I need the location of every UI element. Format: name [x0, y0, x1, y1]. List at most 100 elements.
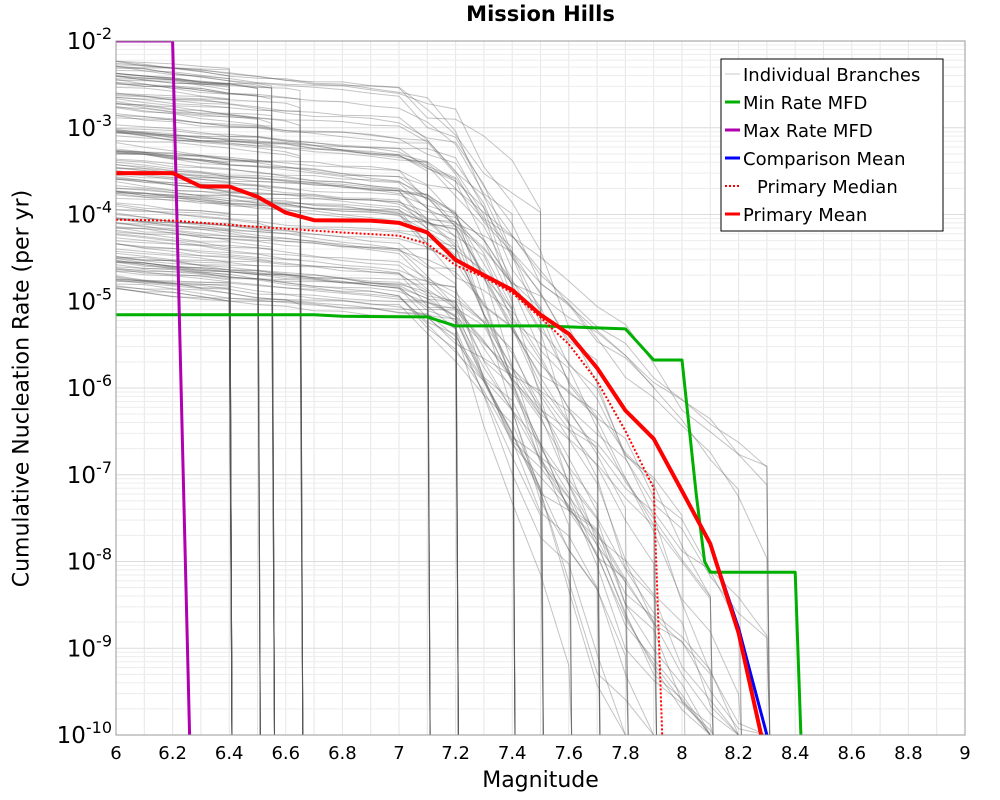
branch-line	[116, 130, 771, 735]
branch-line	[116, 135, 304, 735]
branch-line	[116, 95, 233, 735]
branch-line	[116, 94, 714, 735]
branch-line	[116, 150, 657, 735]
x-tick-label: 8	[676, 743, 687, 764]
x-tick-label: 6.8	[328, 743, 357, 764]
branch-line	[116, 129, 686, 735]
branch-line	[116, 275, 233, 735]
branch-line	[116, 132, 742, 735]
branch-line	[116, 187, 516, 735]
branch-line	[116, 131, 431, 735]
branch-line	[116, 130, 459, 735]
branch-line	[116, 153, 275, 735]
branch-line	[116, 75, 233, 735]
branch-line	[116, 190, 714, 735]
branch-line	[116, 202, 261, 735]
y-tick-label: 10-3	[67, 111, 112, 142]
branch-line	[116, 81, 304, 735]
branch-line	[116, 167, 233, 735]
branch-line	[116, 222, 516, 735]
branch-line	[116, 60, 233, 735]
x-tick-label: 7.8	[611, 743, 640, 764]
branch-line	[116, 92, 233, 735]
branch-line	[116, 229, 275, 735]
branch-line	[116, 151, 233, 735]
branch-line	[116, 66, 544, 735]
branch-line	[116, 83, 516, 735]
branch-line	[116, 75, 233, 735]
branch-line	[116, 243, 431, 735]
branch-line	[116, 93, 304, 735]
branch-line	[116, 197, 304, 735]
branch-line	[116, 279, 233, 735]
branch-line	[116, 209, 275, 735]
branch-line	[116, 280, 233, 735]
branch-line	[116, 152, 431, 735]
series-line-primary-mean	[116, 171, 764, 735]
branch-line	[116, 115, 431, 735]
branch-line	[116, 167, 657, 735]
branch-line	[116, 79, 233, 735]
y-tick-label: 10-2	[67, 24, 112, 55]
x-tick-label: 7.6	[554, 743, 583, 764]
legend-box	[720, 58, 944, 232]
series-group	[116, 41, 803, 735]
branch-line	[116, 193, 771, 735]
branch-line	[116, 128, 516, 735]
branch-line	[116, 203, 233, 735]
branch-line	[116, 102, 601, 735]
branch-line	[116, 264, 657, 735]
y-tick-label: 10-4	[67, 198, 112, 229]
branch-line	[116, 65, 771, 735]
individual-branches	[116, 60, 771, 735]
branch-line	[116, 131, 573, 735]
branch-line	[116, 223, 657, 735]
branch-line	[116, 172, 516, 735]
branch-line	[116, 268, 233, 735]
branch-line	[116, 259, 770, 735]
branch-line	[116, 226, 304, 735]
branch-line	[116, 288, 771, 735]
branch-line	[116, 248, 275, 735]
x-tick-label: 6	[110, 743, 121, 764]
branch-line	[116, 65, 770, 735]
branch-line	[116, 261, 233, 735]
x-tick-label: 9	[959, 743, 970, 764]
branch-line	[116, 277, 233, 735]
branch-line	[116, 256, 233, 735]
x-tick-label: 8.8	[894, 743, 923, 764]
branch-line	[116, 158, 714, 735]
branch-line	[116, 75, 261, 735]
branch-line	[116, 64, 544, 735]
branch-line	[116, 166, 233, 735]
branch-line	[116, 261, 714, 735]
branch-line	[116, 283, 304, 735]
branch-line	[116, 83, 261, 735]
branch-line	[116, 209, 233, 735]
branch-line	[116, 221, 601, 735]
series-line-min-rate-mfd	[116, 313, 803, 735]
branch-line	[116, 233, 275, 735]
branch-line	[116, 185, 573, 735]
branch-line	[116, 105, 275, 735]
branch-line	[116, 72, 275, 735]
branch-line	[116, 150, 771, 735]
branch-line	[116, 227, 261, 735]
branch-line	[116, 148, 261, 735]
y-tick-label: 10-7	[67, 458, 112, 489]
branch-line	[116, 140, 304, 735]
y-tick-label: 10-8	[67, 545, 112, 576]
x-tick-label: 7.4	[498, 743, 527, 764]
branch-line	[116, 188, 742, 735]
branch-line	[116, 169, 742, 735]
branch-line	[116, 250, 261, 735]
branch-line	[116, 160, 516, 735]
branch-line	[116, 150, 431, 735]
branch-line	[116, 101, 261, 735]
branch-line	[116, 142, 275, 735]
branch-line	[116, 128, 275, 735]
branch-line	[116, 86, 233, 735]
branch-line	[116, 97, 771, 735]
